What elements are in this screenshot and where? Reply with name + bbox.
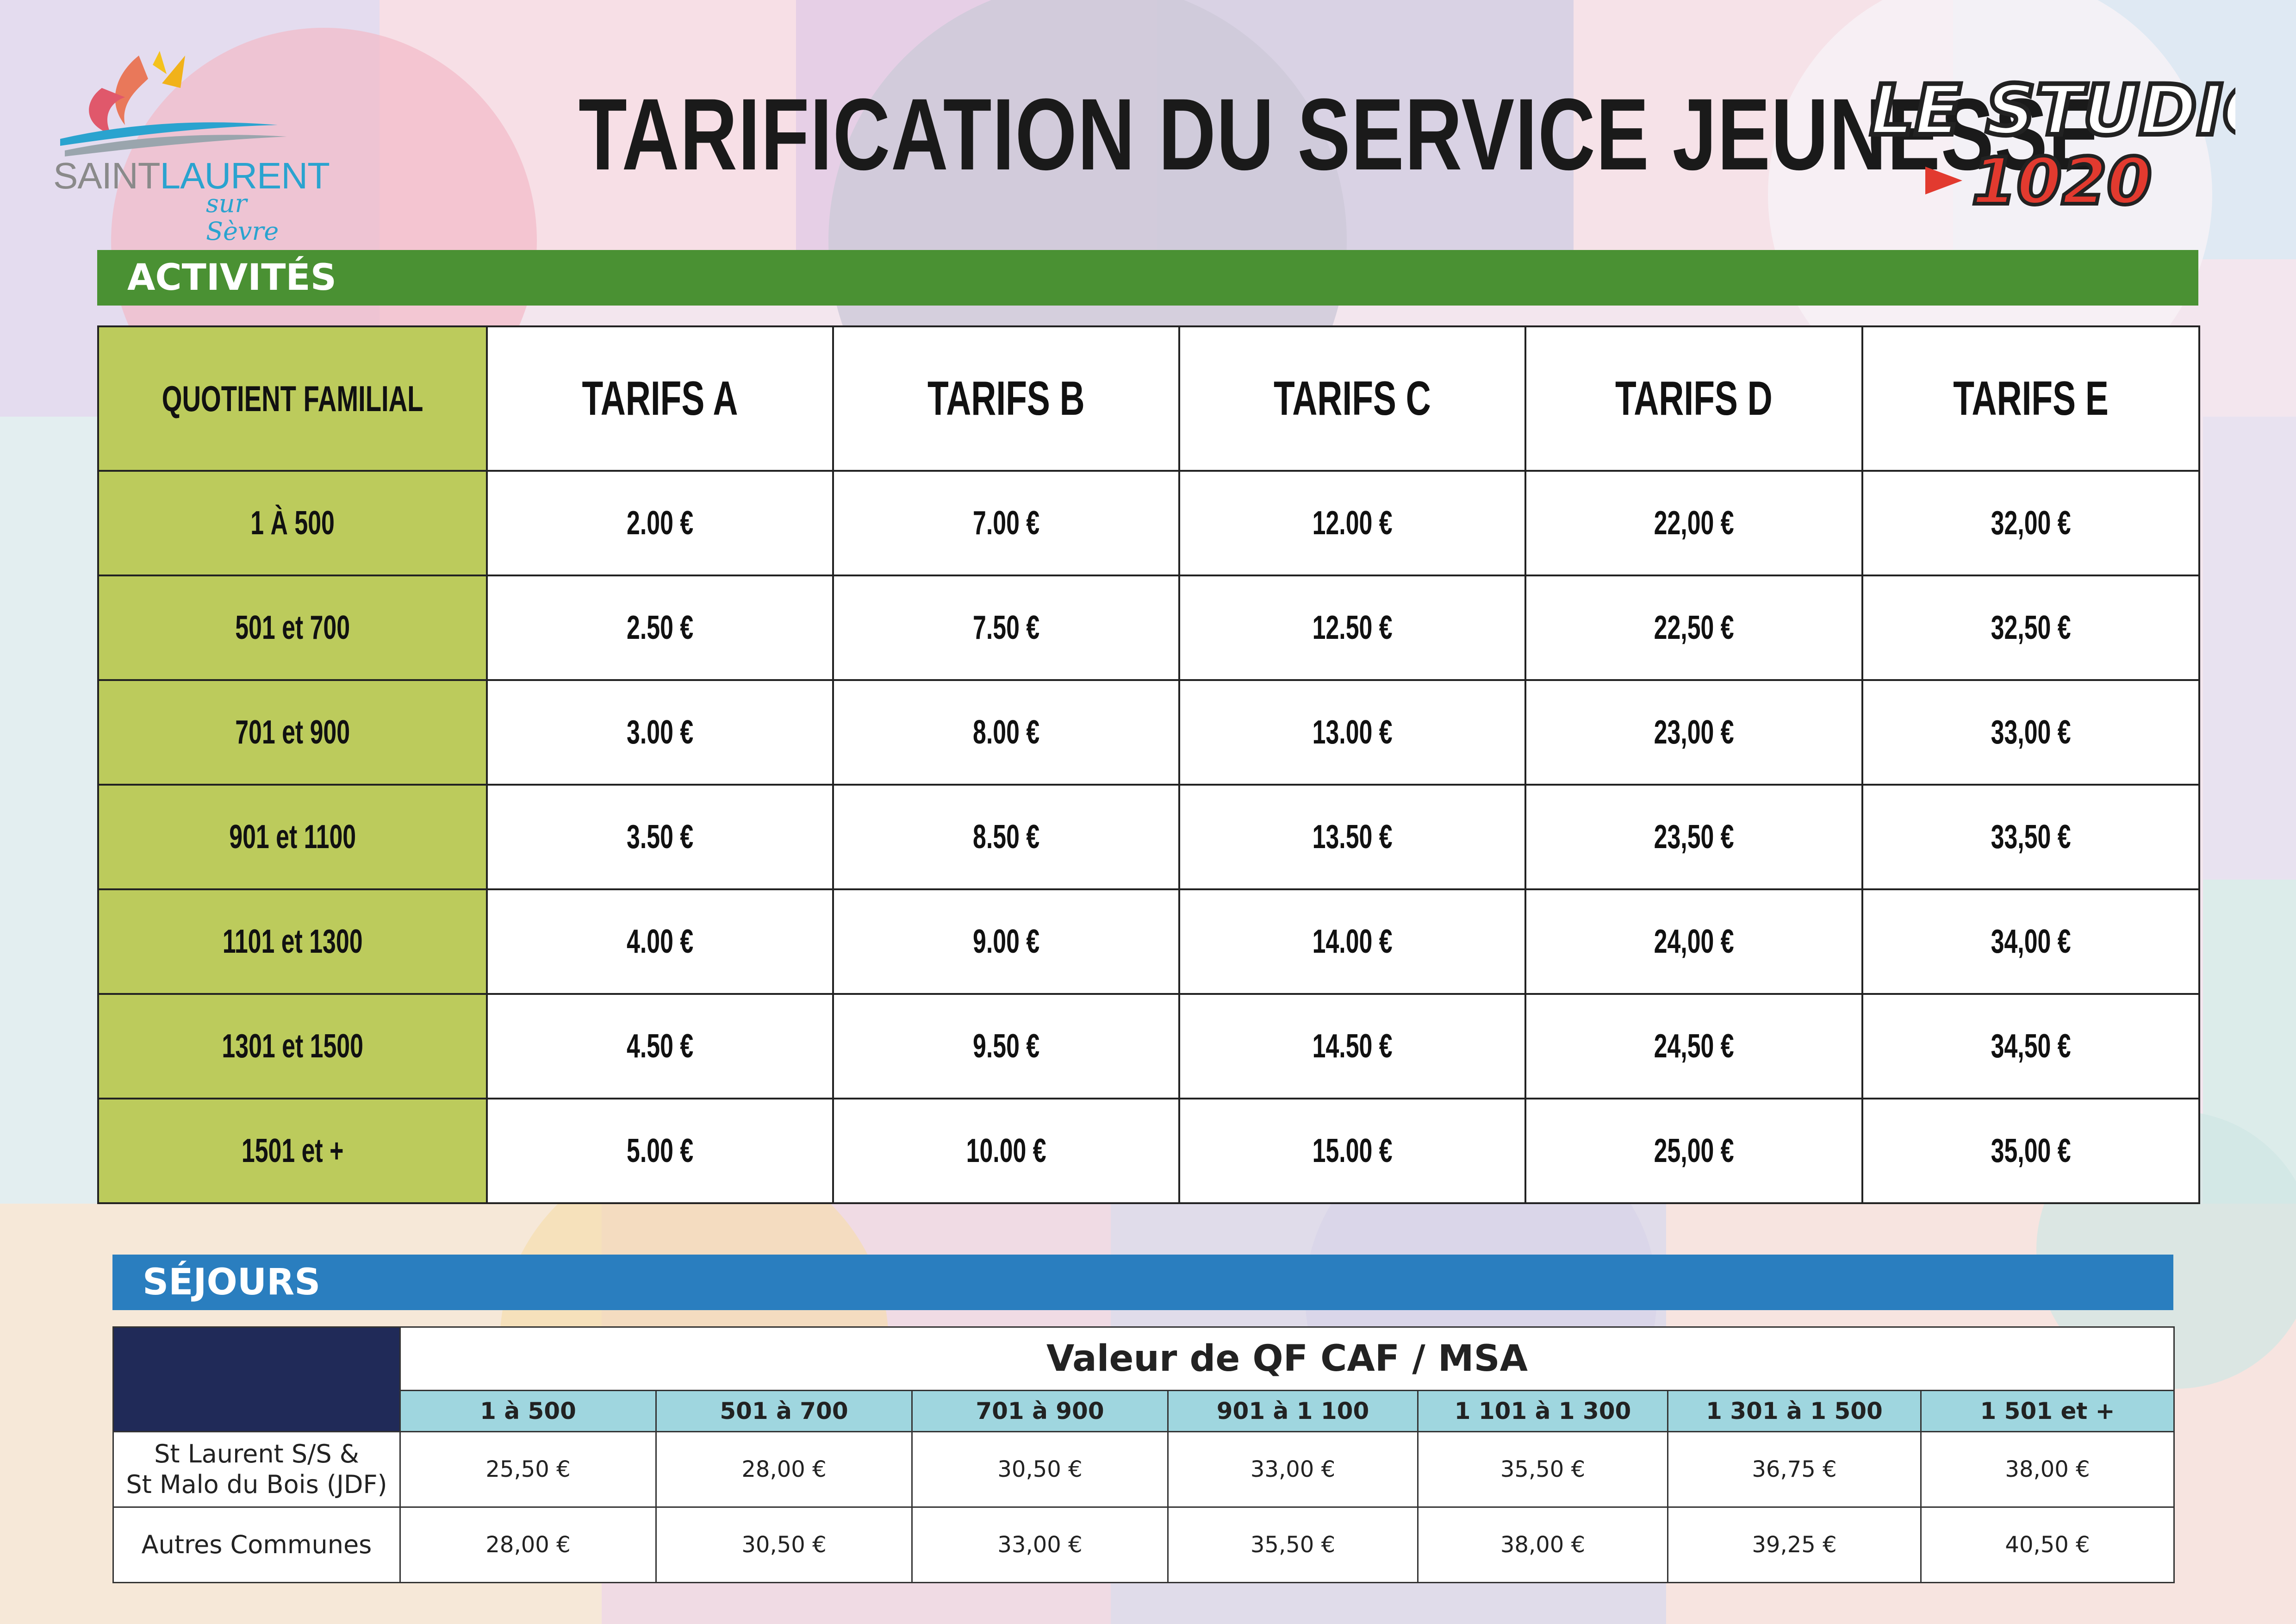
corner-cell	[112, 1326, 401, 1432]
range-header: 1 101 à 1 300	[1417, 1390, 1668, 1432]
price-cell: 4.50 €	[486, 993, 834, 1099]
range-header-row: 1 à 500 501 à 700 701 à 900 901 à 1 100 …	[113, 1390, 2175, 1432]
table-row: 901 et 1100 3.50 € 8.50 € 13.50 € 23,50 …	[97, 784, 2200, 890]
saint-laurent-logo: SAINTLAURENT sur Sèvre	[46, 46, 330, 245]
price-cell: 33,00 €	[911, 1506, 1169, 1583]
table-row: 1 À 500 2.00 € 7.00 € 12.00 € 22,00 € 32…	[97, 470, 2200, 576]
header-quotient-familial: QUOTIENT FAMILIAL	[97, 325, 488, 472]
header-tarifs-c: TARIFS C	[1178, 325, 1526, 472]
qf-cell: 1 À 500	[97, 470, 488, 576]
commune-label: St Laurent S/S & St Malo du Bois (JDF)	[112, 1431, 401, 1508]
qf-cell: 901 et 1100	[97, 784, 488, 890]
price-cell: 14.00 €	[1178, 888, 1526, 995]
price-cell: 28,00 €	[399, 1506, 657, 1583]
table-row: 501 et 700 2.50 € 7.50 € 12.50 € 22,50 €…	[97, 575, 2200, 681]
table-row: 1301 et 1500 4.50 € 9.50 € 14.50 € 24,50…	[97, 993, 2200, 1099]
price-cell: 10.00 €	[832, 1098, 1180, 1204]
price-cell: 7.50 €	[832, 575, 1180, 681]
price-cell: 28,00 €	[655, 1431, 913, 1508]
price-cell: 14.50 €	[1178, 993, 1526, 1099]
qf-cell: 1501 et +	[97, 1098, 488, 1204]
le-studio-1020-logo: LE STUDIO 1020	[1867, 68, 2235, 221]
svg-text:LE STUDIO: LE STUDIO	[1870, 70, 2235, 151]
price-cell: 25,00 €	[1524, 1098, 1863, 1204]
price-cell: 8.00 €	[832, 679, 1180, 786]
price-cell: 2.00 €	[486, 470, 834, 576]
price-cell: 32,50 €	[1861, 575, 2200, 681]
commune-label: Autres Communes	[112, 1506, 401, 1583]
price-cell: 12.00 €	[1178, 470, 1526, 576]
price-cell: 38,00 €	[1417, 1506, 1668, 1583]
section-sejours-header: SÉJOURS	[112, 1255, 2173, 1310]
price-cell: 35,50 €	[1417, 1431, 1668, 1508]
price-cell: 30,50 €	[655, 1506, 913, 1583]
range-header: 1 à 500	[399, 1390, 657, 1432]
table-row: 701 et 900 3.00 € 8.00 € 13.00 € 23,00 €…	[97, 679, 2200, 786]
price-cell: 38,00 €	[1920, 1431, 2175, 1508]
qf-cell: 1301 et 1500	[97, 993, 488, 1099]
price-cell: 2.50 €	[486, 575, 834, 681]
page-title: TARIFICATION DU SERVICE JEUNESSE	[579, 77, 2102, 191]
qf-caf-msa-header: Valeur de QF CAF / MSA	[399, 1326, 2175, 1391]
table-row: Autres Communes 28,00 € 30,50 € 33,00 € …	[112, 1506, 2175, 1583]
price-cell: 24,00 €	[1524, 888, 1863, 995]
header-tarifs-d: TARIFS D	[1524, 325, 1863, 472]
activites-table: QUOTIENT FAMILIAL TARIFS A TARIFS B TARI…	[97, 325, 2200, 1204]
table-header-row: QUOTIENT FAMILIAL TARIFS A TARIFS B TARI…	[97, 325, 2200, 472]
price-cell: 4.00 €	[486, 888, 834, 995]
price-cell: 40,50 €	[1920, 1506, 2175, 1583]
price-cell: 35,50 €	[1167, 1506, 1419, 1583]
qf-cell: 701 et 900	[97, 679, 488, 786]
price-cell: 30,50 €	[911, 1431, 1169, 1508]
header-tarifs-a: TARIFS A	[486, 325, 834, 472]
price-cell: 12.50 €	[1178, 575, 1526, 681]
qf-cell: 1101 et 1300	[97, 888, 488, 995]
price-cell: 3.00 €	[486, 679, 834, 786]
table-row: St Laurent S/S & St Malo du Bois (JDF) 25…	[112, 1431, 2175, 1508]
price-cell: 39,25 €	[1667, 1506, 1922, 1583]
price-cell: 36,75 €	[1667, 1431, 1922, 1508]
price-cell: 33,50 €	[1861, 784, 2200, 890]
price-cell: 3.50 €	[486, 784, 834, 890]
price-cell: 33,00 €	[1861, 679, 2200, 786]
qf-cell: 501 et 700	[97, 575, 488, 681]
header-tarifs-e: TARIFS E	[1861, 325, 2200, 472]
range-header: 1 501 et +	[1920, 1390, 2175, 1432]
logo-brand-text: SAINTLAURENT	[53, 155, 330, 196]
sejours-table: Valeur de QF CAF / MSA 1 à 500 501 à 700…	[112, 1326, 2175, 1583]
range-header: 1 301 à 1 500	[1667, 1390, 1922, 1432]
price-cell: 5.00 €	[486, 1098, 834, 1204]
svg-text:1020: 1020	[1972, 144, 2152, 219]
price-cell: 15.00 €	[1178, 1098, 1526, 1204]
price-cell: 32,00 €	[1861, 470, 2200, 576]
table-row: 1501 et + 5.00 € 10.00 € 15.00 € 25,00 €…	[97, 1098, 2200, 1204]
range-header: 901 à 1 100	[1167, 1390, 1419, 1432]
price-cell: 7.00 €	[832, 470, 1180, 576]
price-cell: 9.50 €	[832, 993, 1180, 1099]
logo-brand-subtitle: sur Sèvre	[206, 189, 279, 246]
range-header: 501 à 700	[655, 1390, 913, 1432]
price-cell: 23,00 €	[1524, 679, 1863, 786]
price-cell: 22,00 €	[1524, 470, 1863, 576]
table-row: 1101 et 1300 4.00 € 9.00 € 14.00 € 24,00…	[97, 888, 2200, 995]
price-cell: 23,50 €	[1524, 784, 1863, 890]
price-cell: 34,50 €	[1861, 993, 2200, 1099]
header-tarifs-b: TARIFS B	[832, 325, 1180, 472]
qf-header-row: Valeur de QF CAF / MSA	[112, 1326, 2175, 1432]
price-cell: 24,50 €	[1524, 993, 1863, 1099]
section-activites-header: ACTIVITÉS	[97, 250, 2198, 306]
price-cell: 25,50 €	[399, 1431, 657, 1508]
price-cell: 13.50 €	[1178, 784, 1526, 890]
price-cell: 34,00 €	[1861, 888, 2200, 995]
price-cell: 35,00 €	[1861, 1098, 2200, 1204]
range-header: 701 à 900	[911, 1390, 1169, 1432]
price-cell: 22,50 €	[1524, 575, 1863, 681]
price-cell: 9.00 €	[832, 888, 1180, 995]
price-cell: 33,00 €	[1167, 1431, 1419, 1508]
price-cell: 8.50 €	[832, 784, 1180, 890]
flame-leaf-icon	[60, 51, 287, 156]
price-cell: 13.00 €	[1178, 679, 1526, 786]
